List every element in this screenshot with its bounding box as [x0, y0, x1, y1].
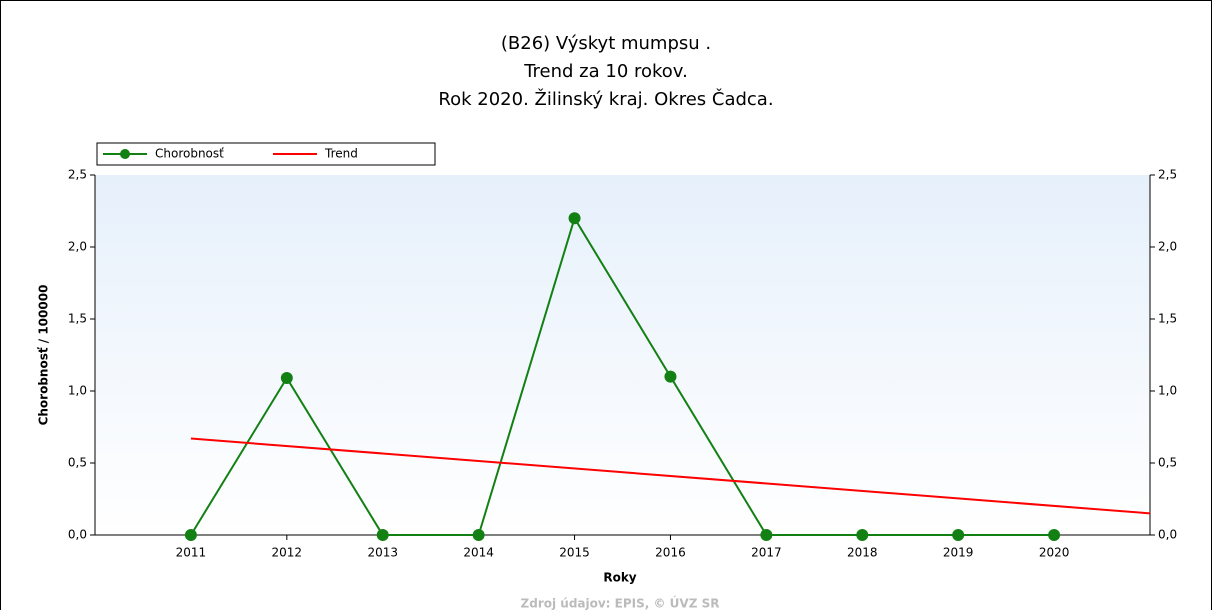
x-tick-label: 2014 [463, 546, 494, 560]
x-tick-label: 2013 [367, 546, 398, 560]
y2-tick-label: 2,0 [1158, 240, 1177, 254]
point [568, 212, 581, 225]
chart-title: Trend za 10 rokov. [523, 61, 688, 82]
y-tick-label: 2,5 [68, 168, 87, 182]
chart-title: (B26) Výskyt mumpsu . [501, 33, 711, 54]
point [1048, 529, 1061, 541]
x-tick-label: 2012 [272, 546, 303, 560]
legend-marker [120, 149, 130, 159]
point [472, 529, 485, 541]
y2-tick-label: 1,0 [1158, 384, 1177, 398]
series-line [190, 215, 1055, 536]
legend [96, 142, 436, 166]
chart-title: Rok 2020. Žilinský kraj. Okres Čadca. [438, 88, 773, 110]
x-axis-label: Roky [603, 571, 636, 585]
x-tick-label: 2017 [751, 546, 782, 560]
y-tick-label: 1,0 [68, 384, 87, 398]
series-line [190, 437, 1151, 515]
legend-label: Trend [324, 147, 358, 161]
y-tick-label: 2,0 [68, 240, 87, 254]
point [760, 529, 773, 541]
x-tick-label: 2011 [176, 546, 207, 560]
point [184, 529, 197, 541]
x-tick-label: 2015 [559, 546, 590, 560]
y-tick-label: 1,5 [68, 312, 87, 326]
point [376, 529, 389, 541]
point [664, 370, 677, 383]
point [280, 372, 293, 385]
source: Zdroj údajov: EPIS, © ÚVZ SR [521, 596, 720, 610]
y-tick-label: 0,0 [68, 528, 87, 542]
x-tick-label: 2016 [655, 546, 686, 560]
point [856, 529, 869, 541]
point [952, 529, 965, 541]
y2-tick-label: 0,5 [1158, 456, 1177, 470]
y-axis-label: Chorobnosť / 100000 [37, 285, 51, 426]
x-tick-label: 2020 [1039, 546, 1070, 560]
y2-tick-label: 0,0 [1158, 528, 1177, 542]
y-tick-label: 0,5 [68, 456, 87, 470]
plot-area [95, 175, 1150, 535]
legend-label: Chorobnosť [155, 147, 224, 161]
y2-tick-label: 1,5 [1158, 312, 1177, 326]
x-tick-label: 2019 [943, 546, 974, 560]
y2-tick-label: 2,5 [1158, 168, 1177, 182]
x-tick-label: 2018 [847, 546, 878, 560]
